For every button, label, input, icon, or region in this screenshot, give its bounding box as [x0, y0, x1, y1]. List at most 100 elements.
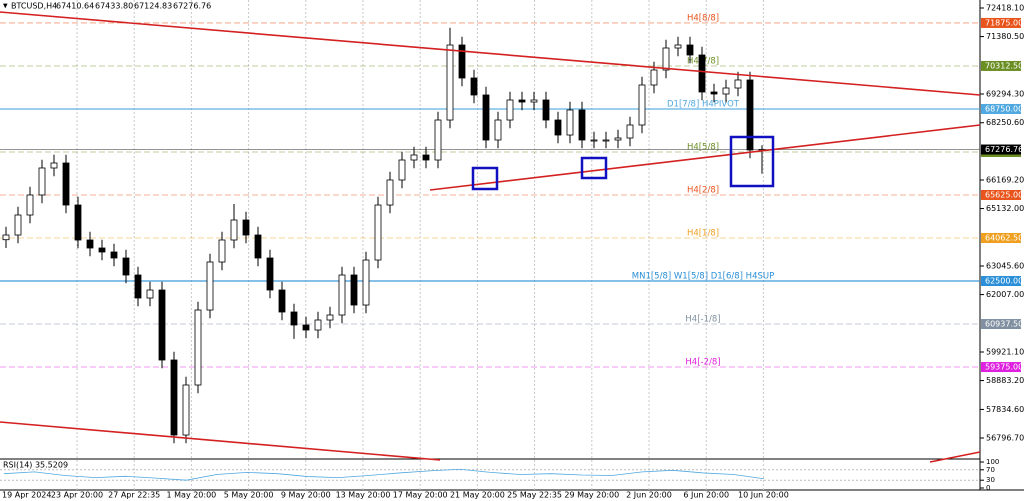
price-tag-label: 59375.00: [985, 363, 1023, 372]
y-tick-label: 63045.60: [986, 261, 1024, 270]
candle-body: [470, 77, 478, 96]
x-tick-label: 27 Apr 22:35: [108, 491, 160, 500]
candle-body: [698, 54, 706, 93]
level-label: H4[1/8]: [687, 229, 719, 239]
level-label: H4[-2/8]: [685, 358, 720, 368]
candle-body: [242, 219, 250, 236]
rsi-tick-label: 0: [986, 484, 990, 492]
x-tick-label: 21 May 20:00: [450, 491, 505, 500]
candle-body: [218, 239, 226, 263]
candle-body: [722, 87, 730, 95]
candle-body: [374, 204, 382, 261]
rsi-line: [3, 468, 765, 481]
trend-lines: [0, 11, 981, 463]
candle-body: [614, 137, 622, 141]
box: [580, 156, 608, 180]
x-tick-label: 5 May 20:00: [224, 491, 274, 500]
price-tag-label: 62500.00: [985, 277, 1023, 286]
candle-body: [74, 204, 82, 241]
candle-body: [422, 154, 430, 161]
level-label: D1[7/8] H4PIVOT: [667, 99, 740, 109]
rsi-title: RSI(14) 35.5209: [3, 461, 68, 470]
candle-body: [410, 154, 418, 161]
price-tag-label: 71875.00: [985, 18, 1023, 27]
candle-body: [554, 119, 562, 136]
candle-body: [398, 159, 406, 181]
candle-body: [518, 99, 526, 103]
candle-body: [266, 257, 274, 291]
candle-body: [626, 124, 634, 139]
x-tick-label: 9 May 20:00: [281, 491, 331, 500]
candles: [2, 27, 766, 444]
price-tag: [981, 362, 1021, 373]
y-tick-label: 68250.60: [986, 118, 1024, 127]
x-tick-label: 19 Apr 2024: [2, 491, 51, 500]
candle-body: [686, 44, 694, 56]
candle-body: [458, 44, 466, 79]
candle-body: [26, 194, 34, 216]
candle-body: [194, 309, 202, 386]
trend-line: [929, 451, 981, 463]
price-tag: [981, 103, 1021, 114]
candle-body: [590, 139, 598, 142]
candle-body: [446, 44, 454, 121]
candle-body: [386, 179, 394, 206]
x-tick-label: 29 May 20:00: [564, 491, 619, 500]
candle-body: [530, 99, 538, 103]
y-tick-label: 58883.20: [986, 376, 1024, 385]
price-tag-label: 64062.50: [985, 234, 1023, 243]
y-tick-label: 69294.30: [986, 89, 1024, 98]
candle-body: [638, 84, 646, 126]
candle-body: [158, 289, 166, 361]
candle-body: [734, 79, 742, 89]
candle-body: [14, 214, 22, 236]
level-label: H4[5/8]: [687, 142, 719, 152]
rsi-tick-label: 100: [986, 458, 999, 466]
candle-body: [338, 274, 346, 316]
candle-body: [2, 234, 10, 241]
candle-body: [494, 119, 502, 141]
x-tick-label: 6 Jun 20:00: [683, 491, 729, 500]
header-high: 67433.80: [95, 2, 133, 11]
price-tag: [981, 276, 1021, 287]
header-icon: ▼: [3, 3, 8, 10]
level-label: H4[-1/8]: [685, 315, 720, 325]
x-tick-label: 10 Jun 20:00: [738, 491, 789, 500]
candle-body: [182, 384, 190, 436]
candle-body: [170, 359, 178, 436]
y-tick-label: 65132.00: [986, 204, 1024, 213]
candle-body: [710, 91, 718, 95]
candle-body: [746, 79, 754, 151]
levels: H4[8/8]H4[7/8]D1[7/8] H4PIVOTH4[5/8]H4[2…: [0, 13, 980, 368]
header-close: 67276.76: [173, 2, 211, 11]
candle-body: [254, 234, 262, 259]
candle-body: [578, 109, 586, 141]
candle-body: [110, 251, 118, 259]
y-tick-label: 62007.00: [986, 290, 1024, 299]
candle-body: [146, 289, 154, 299]
price-tag: [981, 144, 1021, 155]
candle-body: [602, 139, 610, 142]
candle-body: [350, 274, 358, 306]
price-tag: [981, 60, 1021, 71]
candle-body: [62, 162, 70, 206]
candle-body: [314, 319, 322, 331]
header-open: 67410.64: [56, 2, 94, 11]
box: [729, 135, 775, 188]
x-tick-label: 2 Jun 20:00: [626, 491, 672, 500]
level-label: H4[2/8]: [687, 185, 719, 195]
candle-body: [50, 162, 58, 169]
candle-body: [230, 219, 238, 241]
rsi-tick-label: 30: [986, 476, 995, 484]
candle-body: [482, 94, 490, 141]
candle-body: [290, 311, 298, 326]
candle-body: [302, 324, 310, 331]
price-tag: [981, 233, 1021, 244]
y-tick-label: 71380.50: [986, 32, 1024, 41]
price-tag: [981, 189, 1021, 200]
price-tag-label: 68750.00: [985, 104, 1023, 113]
price-tag: [981, 319, 1021, 330]
box: [471, 166, 499, 191]
